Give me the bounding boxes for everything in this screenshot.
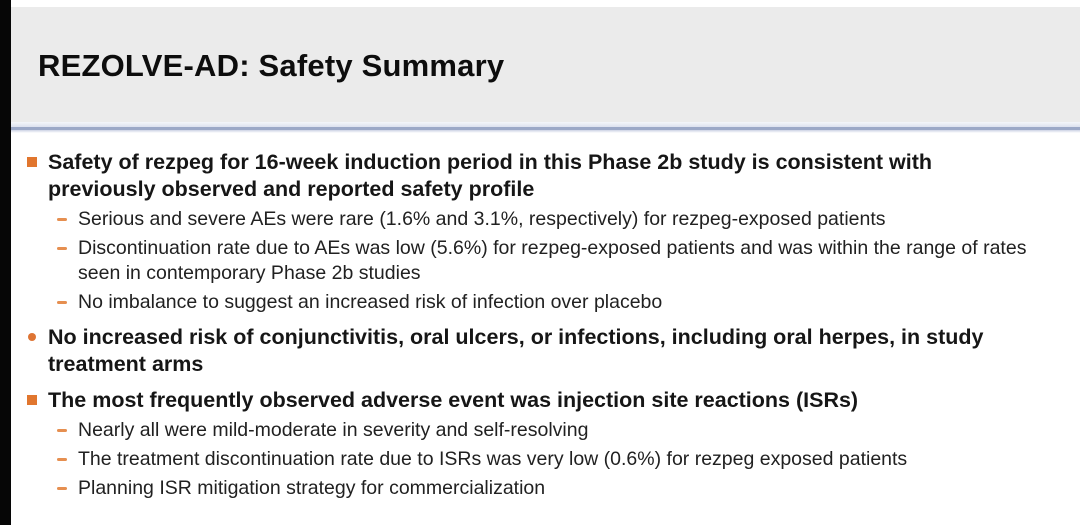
slide-body: Safety of rezpeg for 16-week induction p… xyxy=(11,133,1080,525)
circle-bullet-icon xyxy=(28,333,36,341)
dash-bullet-icon xyxy=(57,429,67,432)
bullet-item: No increased risk of conjunctivitis, ora… xyxy=(17,324,1038,378)
sub-bullet-text: Discontinuation rate due to AEs was low … xyxy=(78,237,1027,284)
bullet-item: The most frequently observed adverse eve… xyxy=(17,387,1038,414)
sub-bullet-text: No imbalance to suggest an increased ris… xyxy=(78,291,663,313)
square-bullet-icon xyxy=(27,395,37,405)
sub-bullet-text: The treatment discontinuation rate due t… xyxy=(78,448,908,470)
sub-bullet-text: Serious and severe AEs were rare (1.6% a… xyxy=(78,208,886,230)
square-bullet-icon xyxy=(27,157,37,167)
sub-bullet-item: The treatment discontinuation rate due t… xyxy=(17,447,1038,472)
bullet-text: The most frequently observed adverse eve… xyxy=(48,388,859,412)
left-edge-bar xyxy=(0,0,11,525)
sub-bullet-item: No imbalance to suggest an increased ris… xyxy=(17,290,1038,315)
dash-bullet-icon xyxy=(57,487,67,490)
sub-bullet-item: Nearly all were mild-moderate in severit… xyxy=(17,418,1038,443)
page-title: REZOLVE-AD: Safety Summary xyxy=(38,48,505,83)
bullet-item: Safety of rezpeg for 16-week induction p… xyxy=(17,149,1038,203)
dash-bullet-icon xyxy=(57,218,67,221)
dash-bullet-icon xyxy=(57,458,67,461)
divider-shadow xyxy=(11,130,1080,133)
slide-header: REZOLVE-AD: Safety Summary xyxy=(11,7,1080,122)
bullet-text: No increased risk of conjunctivitis, ora… xyxy=(48,325,984,376)
dash-bullet-icon xyxy=(57,247,67,250)
sub-bullet-text: Nearly all were mild-moderate in severit… xyxy=(78,419,589,441)
bullet-text: Safety of rezpeg for 16-week induction p… xyxy=(48,150,933,201)
divider-highlight xyxy=(11,122,1080,127)
sub-bullet-item: Discontinuation rate due to AEs was low … xyxy=(17,236,1038,286)
header-divider xyxy=(11,122,1080,133)
sub-bullet-item: Serious and severe AEs were rare (1.6% a… xyxy=(17,207,1038,232)
divider-line xyxy=(11,127,1080,130)
dash-bullet-icon xyxy=(57,301,67,304)
sub-bullet-item: Planning ISR mitigation strategy for com… xyxy=(17,476,1038,501)
sub-bullet-text: Planning ISR mitigation strategy for com… xyxy=(78,477,546,499)
